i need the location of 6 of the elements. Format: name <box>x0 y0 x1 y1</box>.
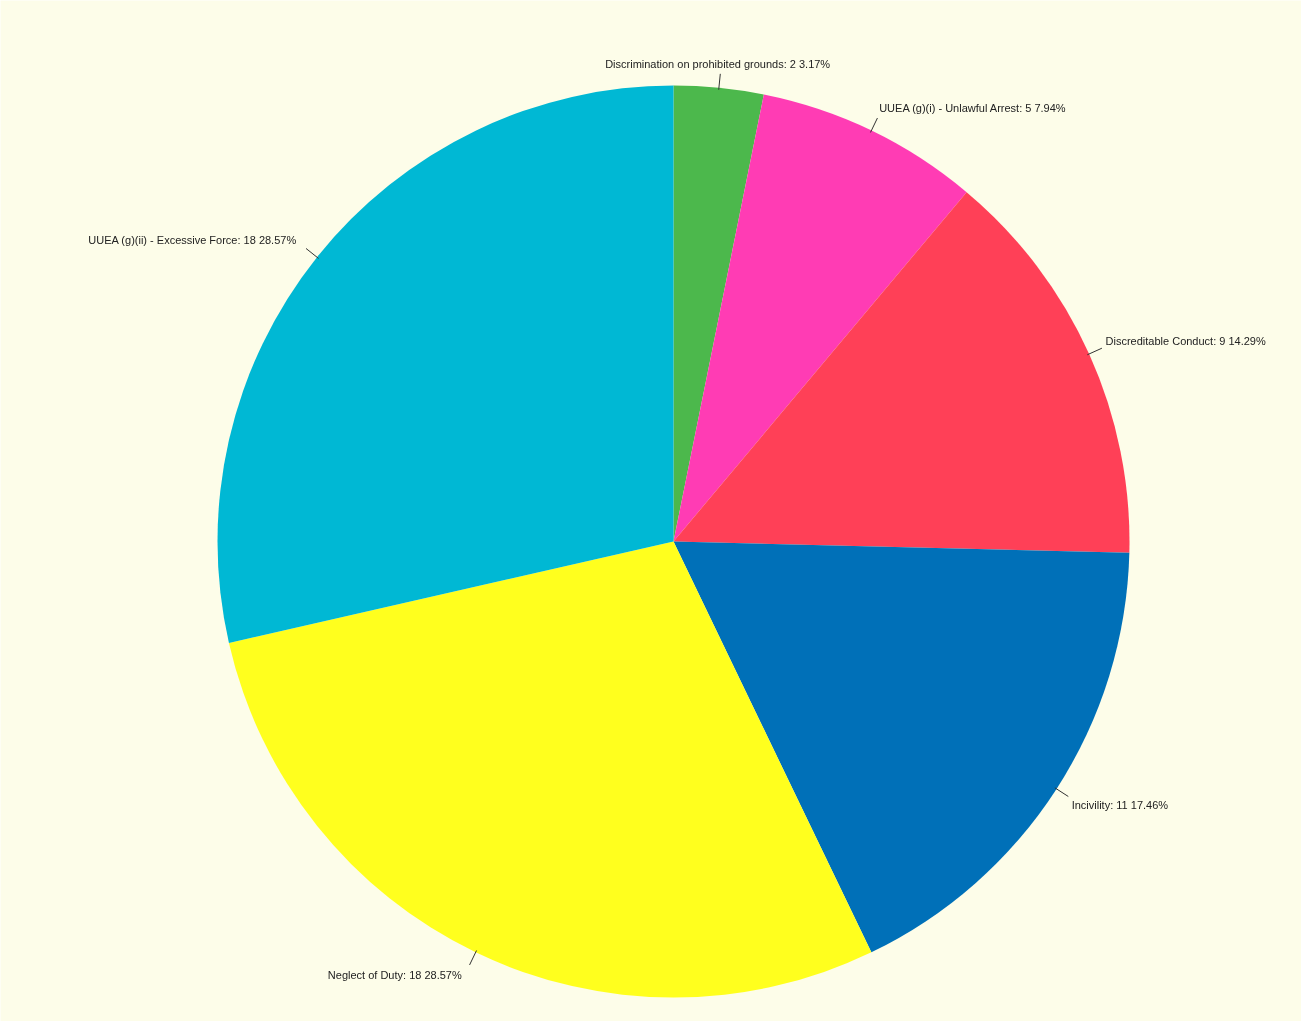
slice-label: Incivility: 11 17.46% <box>1071 798 1169 811</box>
slice-label: Neglect of Duty: 18 28.57% <box>327 968 462 981</box>
slice-label: UUEA (g)(ii) - Excessive Force: 18 28.57% <box>88 233 297 246</box>
slice-label: Discreditable Conduct: 9 14.29% <box>1105 334 1266 347</box>
slice-label: UUEA (g)(i) - Unlawful Arrest: 5 7.94% <box>879 102 1066 115</box>
slice-label: Discrimination on prohibited grounds: 2 3.17% <box>605 57 831 70</box>
